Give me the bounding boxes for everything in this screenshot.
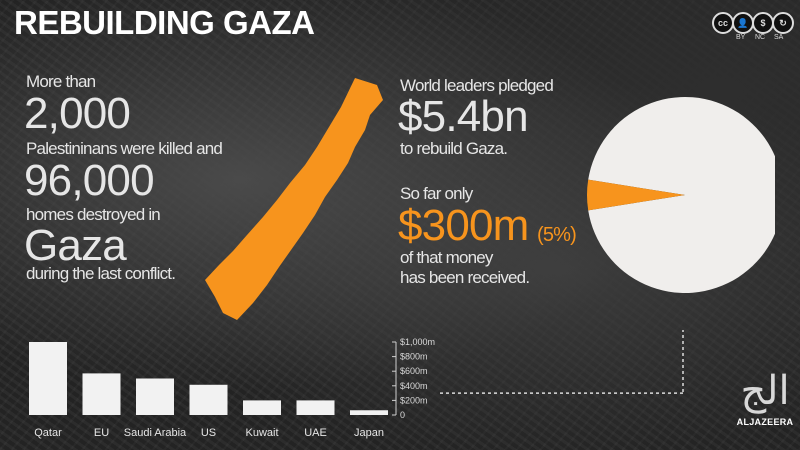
bar-label: Qatar xyxy=(34,427,62,439)
page-title: REBUILDING GAZA xyxy=(14,4,315,41)
received-caption-2: has been received. xyxy=(400,268,530,287)
sa-circle-icon: ↻ xyxy=(772,12,794,34)
bar-qatar xyxy=(29,342,67,415)
gaza-strip-map xyxy=(205,78,383,320)
license-label-by: BY xyxy=(736,34,746,41)
bar-marks xyxy=(29,342,388,415)
bar-us xyxy=(189,384,228,415)
by-circle-icon: 👤 xyxy=(732,12,754,34)
stat-homes-caption: homes destroyed in xyxy=(26,205,161,224)
bar-eu xyxy=(82,373,121,415)
pie-slice-1 xyxy=(587,179,685,211)
pledge-amount: $5.4bn xyxy=(398,92,529,141)
license-label-nc: NC xyxy=(755,34,766,41)
bar-category-labels: Qatar EU Saudi Arabia US Kuwait UAE Japan xyxy=(34,427,384,439)
pledge-intro: World leaders pledged xyxy=(400,76,554,95)
bar-uae xyxy=(296,400,335,415)
aljazeera-logo-icon: الج xyxy=(740,369,790,413)
bar-label: EU xyxy=(94,427,109,439)
y-axis: 0 $200m $400m $600m $800m $1,000m xyxy=(392,337,435,420)
stat-intro: More than xyxy=(26,72,96,91)
y-tick-label: $400m xyxy=(400,381,428,391)
funding-pie-chart xyxy=(587,97,775,293)
gaza-strip-shape xyxy=(205,78,383,320)
aljazeera-logo: الج ALJAZEERA xyxy=(735,365,795,445)
bar-label: Saudi Arabia xyxy=(124,427,187,439)
stat-homes: 96,000 xyxy=(24,156,155,205)
stat-deaths: 2,000 xyxy=(24,89,131,138)
pie-to-axis-connector xyxy=(440,330,684,394)
bar-japan xyxy=(350,410,388,415)
brand-name: ALJAZEERA xyxy=(736,417,794,427)
license-label-sa: SA xyxy=(774,34,784,41)
bar-label: US xyxy=(201,427,216,439)
stat-place: Gaza xyxy=(24,221,127,270)
y-tick-label: 0 xyxy=(400,410,405,420)
pledge-purpose: to rebuild Gaza. xyxy=(400,139,508,158)
stat-deaths-caption: Palestininans were killed and xyxy=(26,139,223,158)
received-caption-1: of that money xyxy=(400,248,493,267)
bar-saudi-arabia xyxy=(136,378,174,415)
bar-label: Japan xyxy=(354,427,384,439)
bar-label: Kuwait xyxy=(245,427,278,439)
y-tick-label: $800m xyxy=(400,352,428,362)
received-amount: $300m xyxy=(398,201,529,250)
creative-commons-icon: cc 👤 $ ↻ BY NC SA xyxy=(712,10,794,44)
cc-circle-icon: cc xyxy=(712,12,734,34)
bar-label: UAE xyxy=(304,427,327,439)
pie-slices xyxy=(587,97,775,293)
y-tick-label: $200m xyxy=(400,395,428,405)
pie-slice-0 xyxy=(588,97,775,293)
y-tick-label: $1,000m xyxy=(400,337,435,347)
donor-bar-chart: Qatar EU Saudi Arabia US Kuwait UAE Japan 0 $20… xyxy=(29,330,684,439)
nc-circle-icon: $ xyxy=(752,12,774,34)
y-tick-label: $600m xyxy=(400,366,428,376)
received-percent: (5%) xyxy=(537,224,577,246)
stat-conflict-caption: during the last conflict. xyxy=(26,264,176,283)
received-intro: So far only xyxy=(400,184,473,203)
bar-kuwait xyxy=(243,400,281,415)
